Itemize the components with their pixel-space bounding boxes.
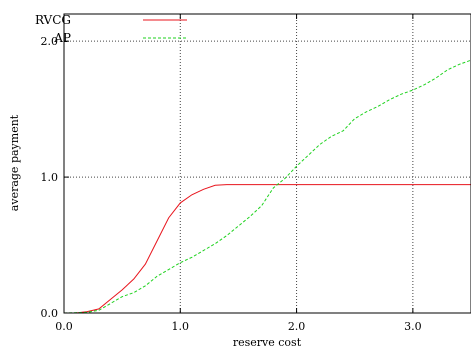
x-tick-label: 2.0 [288,320,306,333]
plot-frame [63,13,471,314]
y-tick-label: 0.0 [41,307,59,320]
series-line-ap [63,59,471,314]
legend: RVCG AP [35,13,187,45]
x-tick-label: 3.0 [404,320,422,333]
x-tick-label: 0.0 [55,320,73,333]
legend-label-rvcg: RVCG [35,13,71,27]
series-line-rvcg [64,184,471,314]
legend-label-ap: AP [53,31,71,45]
y-tick-label: 2.0 [41,35,59,48]
x-tick-label: 1.0 [172,320,190,333]
y-tick-label: 1.0 [41,171,59,184]
x-axis-label: reserve cost [233,336,302,349]
y-axis-label: average payment [8,114,21,211]
series-lines [63,59,471,314]
grid [64,14,471,313]
axis-ticks: 0.0 1.0 2.0 3.0 0.0 1.0 2.0 [41,14,422,333]
